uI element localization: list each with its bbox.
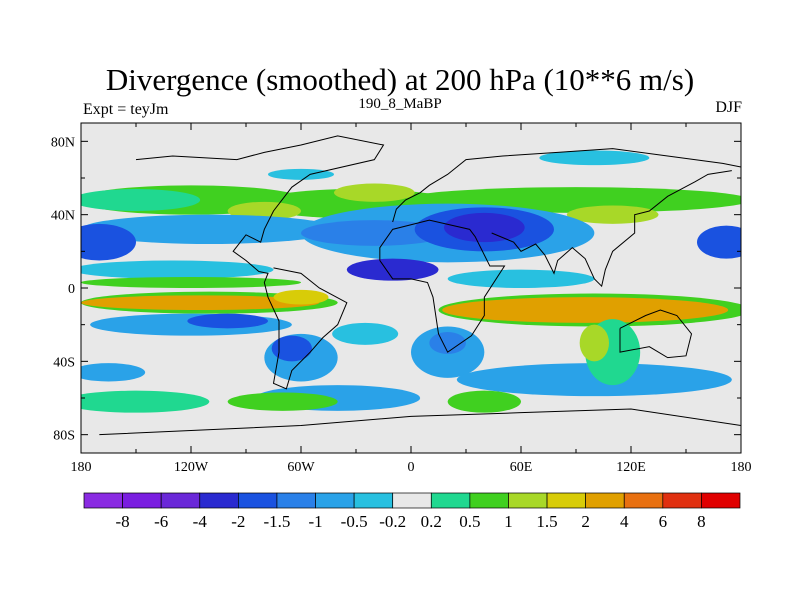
colorbar-swatch [122,492,162,509]
colorbar-label: 0.5 [459,512,480,531]
y-tick-label: 0 [68,282,75,297]
colorbar-swatch [585,492,625,509]
colorbar-swatch [430,492,471,509]
colorbar-swatch [238,492,278,509]
sh-div-e [579,324,609,362]
sh-div-a [81,390,210,413]
colorbar-swatch [623,492,664,509]
colorbar-label: 2 [581,512,590,531]
colorbar-swatch [160,492,201,509]
map-field [81,123,741,453]
colorbar-label: -2 [231,512,245,531]
x-tick-label: 0 [408,460,415,475]
colorbar-label: 8 [697,512,706,531]
nh-conv-core-a [301,220,448,246]
colorbar: -8 -6 -4 -2 -1.5 -1 -0.5 -0.2 0.2 0.5 1 1.5 2 4 6 8 [83,492,741,531]
sh-conv-core-b [271,335,313,362]
coastline-2 [379,219,506,353]
colorbar-label: -6 [154,512,168,531]
x-tick-label: 60E [510,460,533,475]
sh-conv-light [332,322,399,345]
sh-conv-core-a [187,313,268,329]
x-tick-label: 120W [174,460,209,475]
colorbar-swatch [508,492,548,509]
nh-div-yellow-d [566,205,659,224]
equatorial-blue-a [81,260,274,279]
sh-conv-e [81,363,146,382]
y-tick-label: 80S [53,429,75,444]
coastline-4 [619,309,693,359]
colorbar-label: -0.2 [379,512,406,531]
colorbar-swatch [315,492,355,509]
colorbar-label: 1.5 [536,512,557,531]
amazon-yellow [273,289,329,305]
nh-conv-band-a [81,214,338,244]
colorbar-swatch [392,492,432,509]
colorbar-swatch [83,492,123,509]
x-tick-label: 120E [616,460,646,475]
equatorial-green-a [81,277,301,288]
colorbar-swatch [701,492,741,509]
x-tick-label: 180 [71,460,92,475]
colorbar-label: -4 [193,512,208,531]
sh-conv-band-c [456,363,732,397]
pacific-east-core [697,225,741,259]
x-tick-label: 180 [731,460,752,475]
pacific-west-core [81,223,136,261]
colorbar-label: 1 [504,512,513,531]
colorbar-label: -1.5 [263,512,290,531]
axis-ticks: 180 120W 60W 0 60E 120E 180 80N 40N 0 40S 80S [51,123,752,475]
tibet-core [444,212,525,243]
x-tick-label: 60W [287,460,315,475]
africa-south-core [429,332,466,354]
experiment-label: Expt = teyJm [83,101,169,118]
colorbar-label: 6 [659,512,668,531]
chart-title: Divergence (smoothed) at 200 hPa (10**6 … [105,62,695,97]
nh-div-light-a [81,189,201,211]
nh-high-blue [268,168,334,180]
nh-div-yellow-c [334,183,415,202]
atlantic-core [346,258,439,281]
colorbar-swatch [546,492,586,509]
coastlines [99,135,741,436]
equatorial-orange-a [81,295,320,310]
y-tick-label: 40S [53,355,75,370]
colorbar-swatch [276,492,316,509]
colorbar-label: 4 [620,512,629,531]
coastline-5 [99,408,741,436]
colorbar-label: 0.2 [421,512,442,531]
colorbar-label: -8 [116,512,130,531]
coastline-3 [491,170,732,288]
run-label: 190_8_MaBP [358,96,442,112]
io-orange [442,297,729,323]
colorbar-swatch [199,492,239,509]
coastline-0 [135,135,385,390]
y-tick-label: 80N [51,135,75,150]
colorbar-swatch [469,492,509,509]
coastline-1 [392,148,741,223]
nh-high-blue-b [539,150,650,166]
colorbar-swatch [662,492,702,509]
colorbar-swatch [353,492,394,509]
sh-div-b [227,392,338,411]
equatorial-blue-b [447,269,595,289]
y-tick-label: 40N [51,209,75,224]
colorbar-label: -1 [308,512,322,531]
sh-div-c [447,390,521,413]
colorbar-label: -0.5 [341,512,368,531]
season-label: DJF [715,99,742,116]
